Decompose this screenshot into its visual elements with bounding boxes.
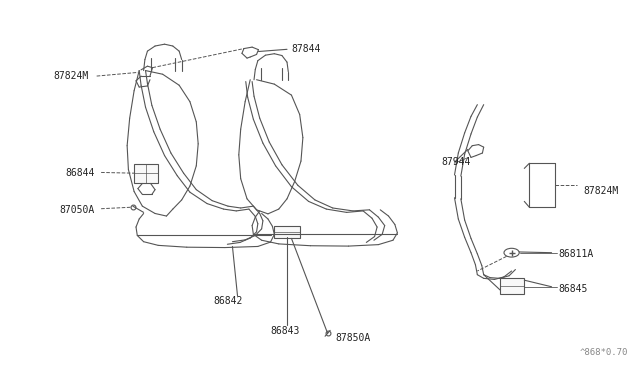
Text: 87844: 87844 bbox=[291, 44, 321, 54]
Text: 87824M: 87824M bbox=[53, 71, 88, 81]
Text: 86843: 86843 bbox=[271, 326, 300, 336]
Text: 86842: 86842 bbox=[213, 296, 243, 307]
Text: 86845: 86845 bbox=[558, 283, 588, 294]
Text: 87824M: 87824M bbox=[583, 186, 618, 196]
FancyBboxPatch shape bbox=[500, 278, 524, 294]
FancyBboxPatch shape bbox=[275, 226, 300, 238]
Text: ^868*0.70: ^868*0.70 bbox=[579, 349, 628, 357]
Text: 87850A: 87850A bbox=[336, 333, 371, 343]
Text: 86811A: 86811A bbox=[558, 249, 593, 259]
Text: 87944: 87944 bbox=[442, 157, 471, 167]
Text: 86844: 86844 bbox=[65, 168, 95, 178]
FancyBboxPatch shape bbox=[134, 164, 158, 183]
Text: 87050A: 87050A bbox=[60, 205, 95, 215]
